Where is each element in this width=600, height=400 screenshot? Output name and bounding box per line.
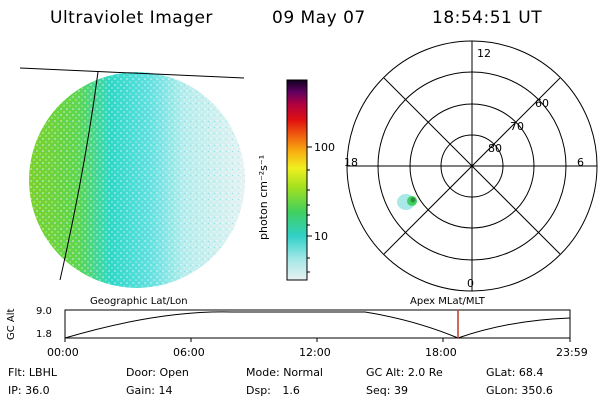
timeline-right-title: Apex MLat/MLT bbox=[410, 296, 485, 307]
status-ip: IP: 36.0 bbox=[8, 384, 50, 397]
date-label: 09 May 07 bbox=[272, 8, 366, 28]
time-label: 18:54:51 UT bbox=[432, 8, 543, 28]
aurora-spot bbox=[397, 194, 417, 210]
status-gc-alt: GC Alt: 2.0 Re bbox=[366, 366, 443, 379]
polar-plot bbox=[346, 40, 598, 292]
timeline-left-title: Geographic Lat/Lon bbox=[90, 296, 188, 307]
colorbar-unit-label: photon cm⁻²s⁻¹ bbox=[257, 154, 270, 240]
altitude-timeline bbox=[64, 309, 571, 342]
status-mode: Mode: Normal bbox=[246, 366, 323, 379]
uv-earth-image bbox=[19, 67, 245, 288]
colorbar-tick-100: 100 bbox=[314, 141, 335, 154]
status-glon: GLon: 350.6 bbox=[486, 384, 553, 397]
status-door: Door: Open bbox=[126, 366, 189, 379]
lat-label-80: 80 bbox=[488, 142, 502, 155]
timeline-y-axis-label: GC Alt bbox=[6, 308, 17, 340]
status-gain: Gain: 14 bbox=[126, 384, 173, 397]
mlt-label-18: 18 bbox=[344, 156, 358, 169]
timeline-y-tick-min: 1.8 bbox=[36, 329, 52, 340]
colorbar-tick-10: 10 bbox=[314, 230, 328, 243]
status-seq: Seq: 39 bbox=[366, 384, 408, 397]
timeline-x-tick-1: 06:00 bbox=[173, 346, 205, 359]
timeline-y-tick-max: 9.0 bbox=[36, 306, 52, 317]
lat-label-70: 70 bbox=[510, 120, 524, 133]
mlt-label-0: 0 bbox=[467, 277, 474, 290]
mlt-label-12: 12 bbox=[477, 47, 491, 60]
status-flt: Flt: LBHL bbox=[8, 366, 57, 379]
instrument-title: Ultraviolet Imager bbox=[50, 8, 213, 28]
timeline-x-tick-3: 18:00 bbox=[425, 346, 457, 359]
lat-label-60: 60 bbox=[535, 97, 549, 110]
timeline-x-tick-2: 12:00 bbox=[299, 346, 331, 359]
status-glat: GLat: 68.4 bbox=[486, 366, 544, 379]
timeline-x-tick-0: 00:00 bbox=[47, 346, 79, 359]
mlt-label-6: 6 bbox=[577, 156, 584, 169]
status-dsp: Dsp: 1.6 bbox=[246, 384, 300, 397]
colorbar bbox=[286, 79, 312, 281]
timeline-x-tick-4: 23:59 bbox=[556, 346, 588, 359]
